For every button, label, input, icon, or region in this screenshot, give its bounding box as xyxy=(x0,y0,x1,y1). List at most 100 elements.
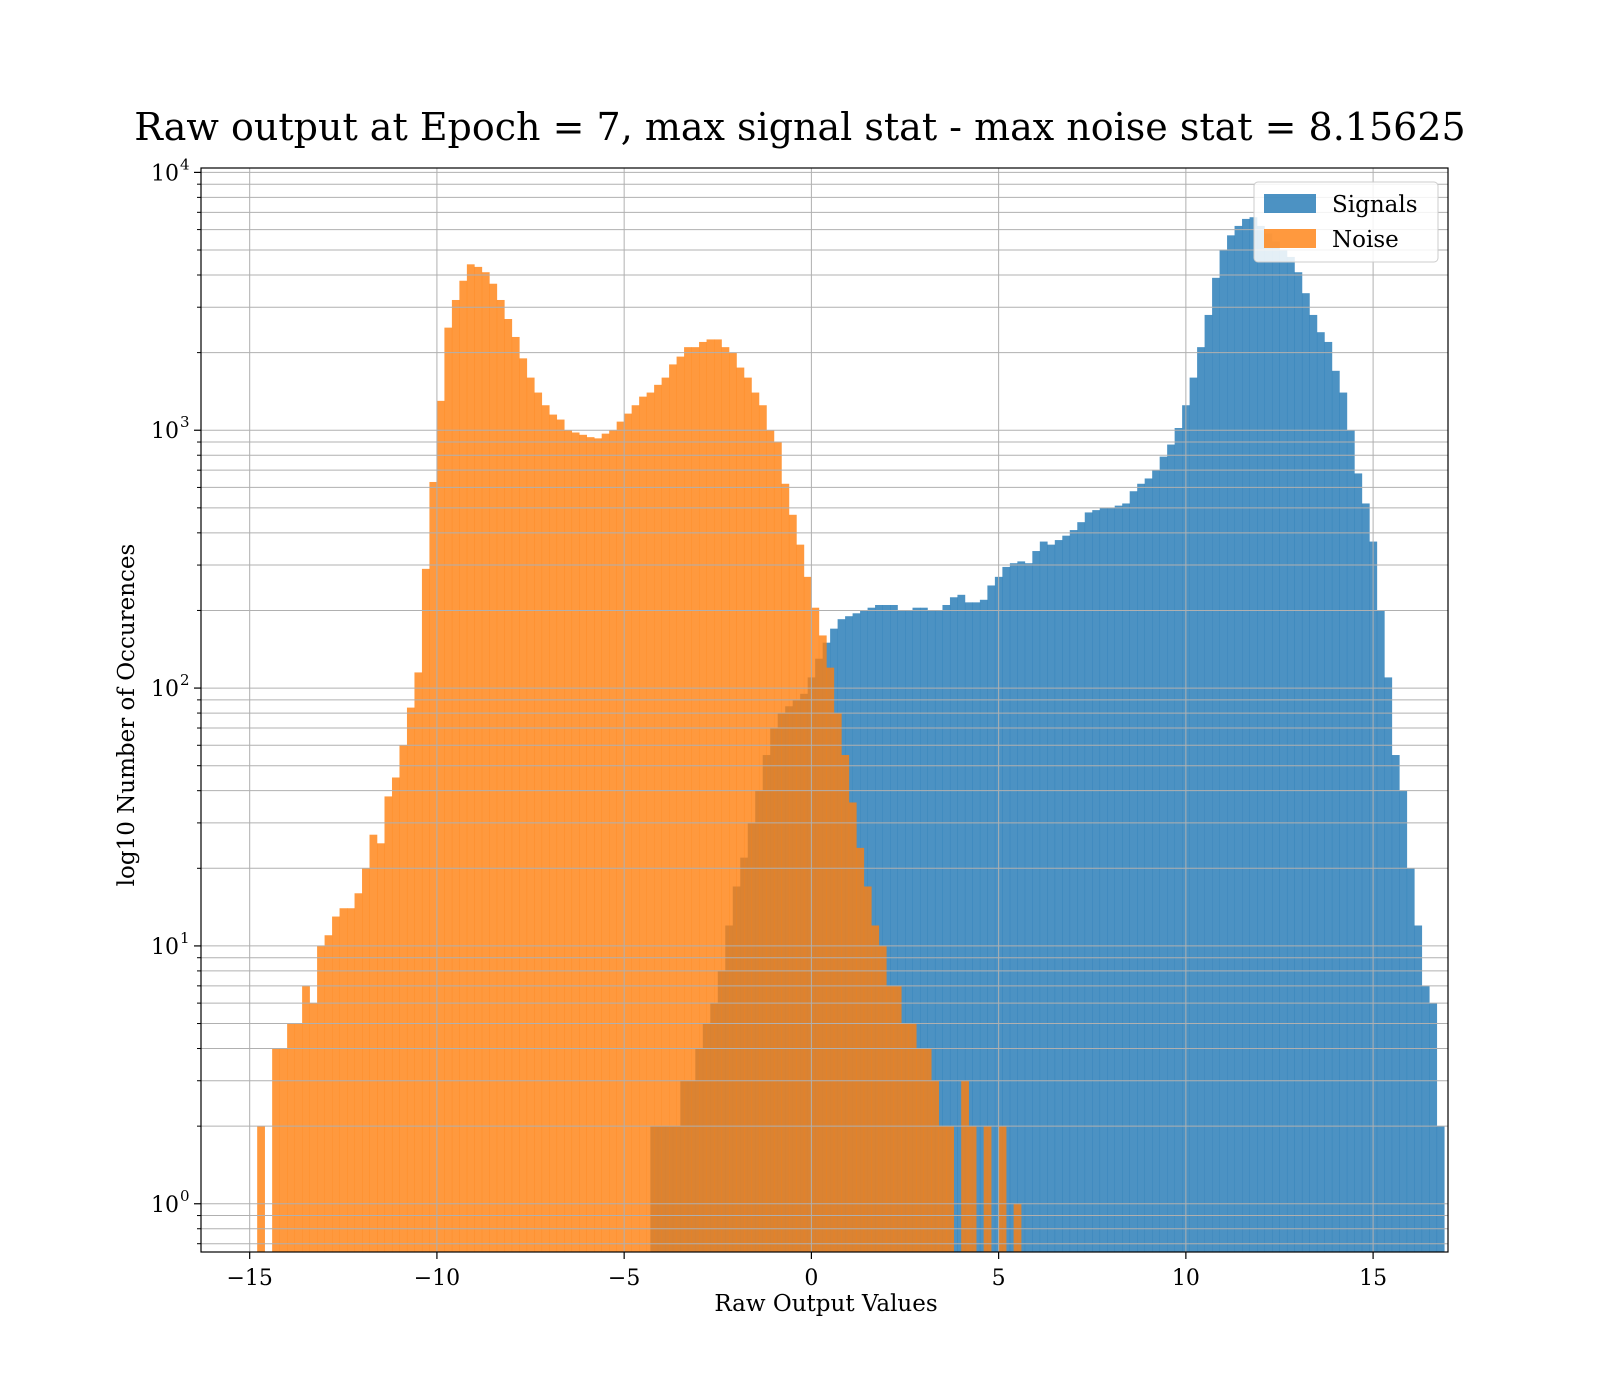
y-tick-exponent: 0 xyxy=(180,1187,190,1205)
histogram-bars xyxy=(257,217,1445,1253)
noise-bar xyxy=(444,327,453,1253)
noise-bar xyxy=(354,893,363,1252)
signals-bar xyxy=(1039,541,1048,1252)
noise-bar xyxy=(773,442,782,1252)
signals-bar xyxy=(1189,377,1198,1252)
noise-bar xyxy=(287,1023,295,1252)
noise-bar xyxy=(377,843,385,1252)
signals-bar xyxy=(1047,544,1056,1252)
noise-bar xyxy=(968,1126,977,1252)
noise-bar xyxy=(661,377,670,1252)
noise-bar xyxy=(534,392,543,1252)
signals-bar xyxy=(964,602,973,1252)
signals-bar xyxy=(1399,790,1408,1252)
y-axis-label: log10 Number of Occurences xyxy=(114,544,140,887)
noise-bar xyxy=(317,945,325,1252)
noise-bar xyxy=(496,299,505,1252)
signals-bar xyxy=(905,610,913,1252)
noise-bar xyxy=(332,916,340,1252)
noise-bar xyxy=(459,280,468,1253)
noise-bar xyxy=(721,347,730,1252)
signals-bar xyxy=(1062,535,1071,1252)
signals-bar xyxy=(1361,503,1370,1252)
x-tick-label: −10 xyxy=(414,1266,460,1291)
x-tick-label: 0 xyxy=(804,1266,818,1291)
signals-bar xyxy=(1107,507,1116,1252)
signals-bar xyxy=(949,597,958,1252)
noise-bar xyxy=(1013,1203,1022,1252)
signals-bar xyxy=(912,607,921,1252)
signals-bar xyxy=(1234,225,1243,1252)
noise-bar xyxy=(504,319,513,1253)
noise-bar xyxy=(931,1080,940,1252)
noise-bar xyxy=(729,352,737,1252)
noise-bar xyxy=(639,396,647,1252)
signals-bar xyxy=(1167,444,1175,1252)
legend-label: Signals xyxy=(1332,192,1418,218)
noise-bar xyxy=(669,364,677,1252)
noise-bar xyxy=(541,405,550,1253)
noise-bar xyxy=(556,419,565,1253)
signals-bar xyxy=(1212,277,1220,1252)
noise-bar xyxy=(586,437,595,1253)
noise-bar xyxy=(347,908,355,1252)
y-tick-label: 10 xyxy=(151,677,179,702)
signals-bar xyxy=(987,585,996,1252)
signals-bar xyxy=(1316,332,1325,1252)
y-tick-exponent: 4 xyxy=(180,155,190,173)
noise-bar xyxy=(391,777,400,1252)
noise-bar xyxy=(624,413,632,1252)
noise-bar xyxy=(579,434,588,1253)
signals-bar xyxy=(1077,522,1086,1252)
noise-bar xyxy=(856,847,865,1252)
noise-bar xyxy=(594,438,602,1252)
signals-bar xyxy=(1242,218,1250,1252)
noise-bar xyxy=(302,985,310,1252)
signals-bar xyxy=(1264,233,1273,1252)
noise-bar xyxy=(519,358,528,1252)
noise-bar xyxy=(676,356,685,1252)
noise-bar xyxy=(414,672,423,1252)
noise-bar xyxy=(736,367,745,1252)
noise-bar xyxy=(257,1126,265,1252)
signals-bar xyxy=(1286,256,1295,1252)
noise-bar xyxy=(848,802,857,1252)
signals-bar xyxy=(1197,347,1205,1252)
noise-bar xyxy=(384,796,393,1252)
x-tick-label: 15 xyxy=(1359,1266,1387,1291)
noise-bar xyxy=(466,264,475,1252)
noise-bar xyxy=(294,1023,303,1252)
y-tick-exponent: 3 xyxy=(180,413,190,431)
x-tick-label: −15 xyxy=(226,1266,272,1291)
signals-bar xyxy=(1002,566,1011,1252)
noise-bar xyxy=(886,985,895,1252)
signals-bar xyxy=(1227,235,1235,1252)
signals-bar xyxy=(1376,610,1385,1252)
noise-bar xyxy=(803,576,812,1252)
noise-bar xyxy=(923,1048,932,1252)
noise-bar xyxy=(549,414,558,1252)
noise-bar xyxy=(654,384,662,1252)
legend-swatch xyxy=(1264,194,1316,213)
signals-bar xyxy=(1324,341,1333,1252)
signals-bar xyxy=(1114,505,1123,1252)
signals-bar xyxy=(934,610,943,1252)
signals-bar xyxy=(979,599,988,1252)
noise-bar xyxy=(901,1023,910,1252)
noise-bar xyxy=(279,1048,288,1252)
signals-bar xyxy=(1069,530,1078,1252)
y-tick-label: 10 xyxy=(151,935,179,960)
noise-bar xyxy=(564,430,573,1252)
noise-bar xyxy=(833,713,842,1252)
x-tick-label: 5 xyxy=(992,1266,1006,1291)
signals-bar xyxy=(1174,428,1183,1252)
chart-title: Raw output at Epoch = 7, max signal stat… xyxy=(134,105,1465,149)
noise-bar xyxy=(946,1126,954,1252)
signals-bar xyxy=(1152,470,1160,1252)
noise-bar xyxy=(429,481,438,1252)
noise-bar xyxy=(983,1126,992,1252)
signals-bar xyxy=(1219,250,1228,1252)
noise-bar xyxy=(451,299,460,1252)
signals-bar xyxy=(1436,1126,1445,1252)
